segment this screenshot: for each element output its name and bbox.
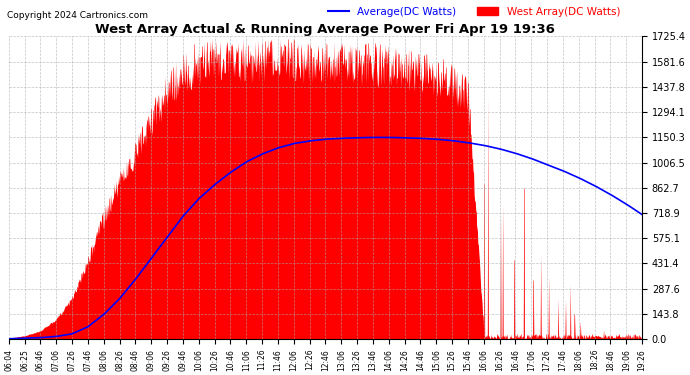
Text: Copyright 2024 Cartronics.com: Copyright 2024 Cartronics.com: [7, 11, 148, 20]
Legend: Average(DC Watts), West Array(DC Watts): Average(DC Watts), West Array(DC Watts): [324, 2, 624, 21]
Title: West Array Actual & Running Average Power Fri Apr 19 19:36: West Array Actual & Running Average Powe…: [95, 24, 555, 36]
